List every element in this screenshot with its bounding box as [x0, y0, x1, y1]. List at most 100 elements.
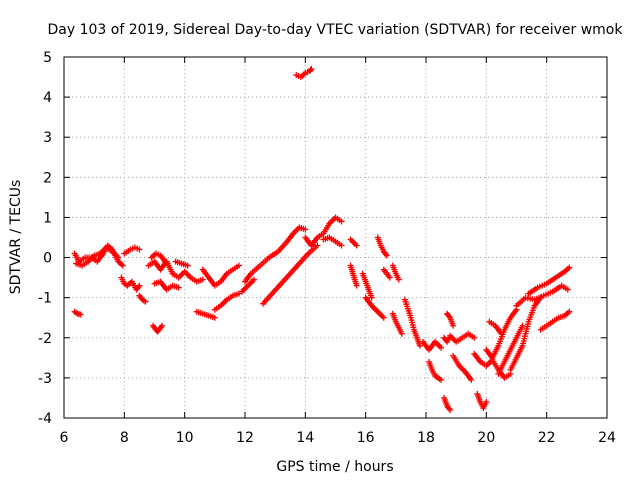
x-tick-label: 10	[176, 430, 194, 446]
series-t	[320, 234, 345, 249]
y-tick-label: -2	[38, 331, 52, 347]
series-o	[211, 290, 242, 313]
series-ak	[471, 350, 514, 381]
series-af	[426, 358, 445, 383]
data-point	[159, 322, 166, 329]
series-an	[495, 322, 526, 377]
data-point-fill	[446, 313, 453, 320]
x-axis: 6 8 10 12 14 16 18 20 22 24	[60, 57, 616, 446]
data-point	[386, 274, 393, 281]
x-axis-label: GPS time / hours	[276, 459, 393, 475]
series-ae	[419, 338, 445, 353]
data-point	[314, 242, 321, 249]
data-point	[184, 262, 191, 269]
x-tick-label: 16	[357, 430, 375, 446]
series-aa	[380, 266, 393, 281]
series-ar	[537, 308, 573, 333]
series-am	[483, 306, 520, 361]
x-tick-label: 24	[598, 430, 616, 446]
y-tick-label: 0	[43, 251, 52, 267]
series-v	[347, 236, 360, 249]
y-tick-label: -3	[38, 371, 52, 387]
data-point	[519, 322, 526, 329]
data-point	[338, 242, 345, 249]
series-q	[238, 276, 258, 295]
data-point	[162, 258, 169, 265]
series-ap	[513, 282, 571, 309]
series-c	[71, 308, 84, 318]
series-l	[172, 258, 191, 269]
series-ao	[507, 294, 544, 373]
data-point	[136, 246, 143, 253]
series-ai	[441, 330, 478, 345]
data-point	[77, 311, 84, 318]
x-tick-label: 22	[538, 430, 556, 446]
data-point	[119, 262, 126, 269]
data-point	[566, 264, 573, 271]
series-n	[199, 262, 242, 289]
data-point	[395, 276, 402, 283]
data-point	[450, 322, 457, 329]
y-tick-label: 4	[43, 90, 52, 106]
x-tick-label: 12	[236, 430, 254, 446]
data-point	[398, 330, 405, 337]
data-point	[438, 344, 445, 351]
series-ag	[441, 394, 454, 413]
y-tick-label: -4	[38, 411, 52, 427]
data-point	[353, 242, 360, 249]
plot-frame	[63, 56, 608, 419]
data-point	[447, 406, 454, 413]
data-point	[471, 334, 478, 341]
series-y	[374, 234, 390, 259]
series-al	[474, 390, 490, 411]
data-point	[468, 376, 475, 383]
data-point	[142, 298, 149, 305]
data-point	[115, 254, 122, 261]
series-r	[260, 242, 321, 307]
x-tick-label: 6	[60, 430, 69, 446]
series-as	[486, 318, 505, 337]
series-aq	[525, 264, 573, 297]
series-z	[362, 294, 387, 321]
data-point	[175, 284, 182, 291]
data-point	[199, 276, 206, 283]
series-i	[151, 278, 182, 293]
y-tick-label: 2	[43, 170, 52, 186]
series-k	[169, 268, 206, 285]
data-point	[483, 398, 490, 405]
series-e	[121, 244, 143, 257]
data-point	[564, 286, 571, 293]
series-aj	[450, 352, 475, 383]
data-points	[71, 66, 573, 413]
data-point	[235, 290, 242, 297]
x-tick-label: 20	[477, 430, 495, 446]
series-m	[193, 308, 218, 321]
series-p	[242, 224, 309, 285]
series-x	[359, 270, 375, 301]
grid-lines	[64, 57, 607, 418]
data-point	[566, 308, 573, 315]
series-ac	[389, 310, 405, 337]
data-point	[368, 294, 375, 301]
y-axis: -4 -3 -2 -1 0 1 2 3 4 5	[38, 50, 607, 427]
data-point	[211, 314, 218, 321]
series-h	[148, 250, 169, 265]
series-ab	[389, 262, 402, 283]
data-point	[136, 282, 143, 289]
y-tick-label: 3	[43, 130, 52, 146]
series-ah	[444, 310, 457, 329]
y-tick-label: 5	[43, 50, 52, 66]
y-tick-label: 1	[43, 210, 52, 226]
data-point	[380, 314, 387, 321]
data-point	[438, 376, 445, 383]
series-ad	[401, 296, 423, 349]
data-point-fill	[382, 251, 389, 258]
data-point	[235, 262, 242, 269]
series-d	[118, 274, 143, 293]
data-point-fill	[135, 283, 142, 290]
data-point	[416, 342, 423, 349]
x-tick-label: 14	[296, 430, 314, 446]
data-point	[353, 282, 360, 289]
x-tick-label: 18	[417, 430, 435, 446]
